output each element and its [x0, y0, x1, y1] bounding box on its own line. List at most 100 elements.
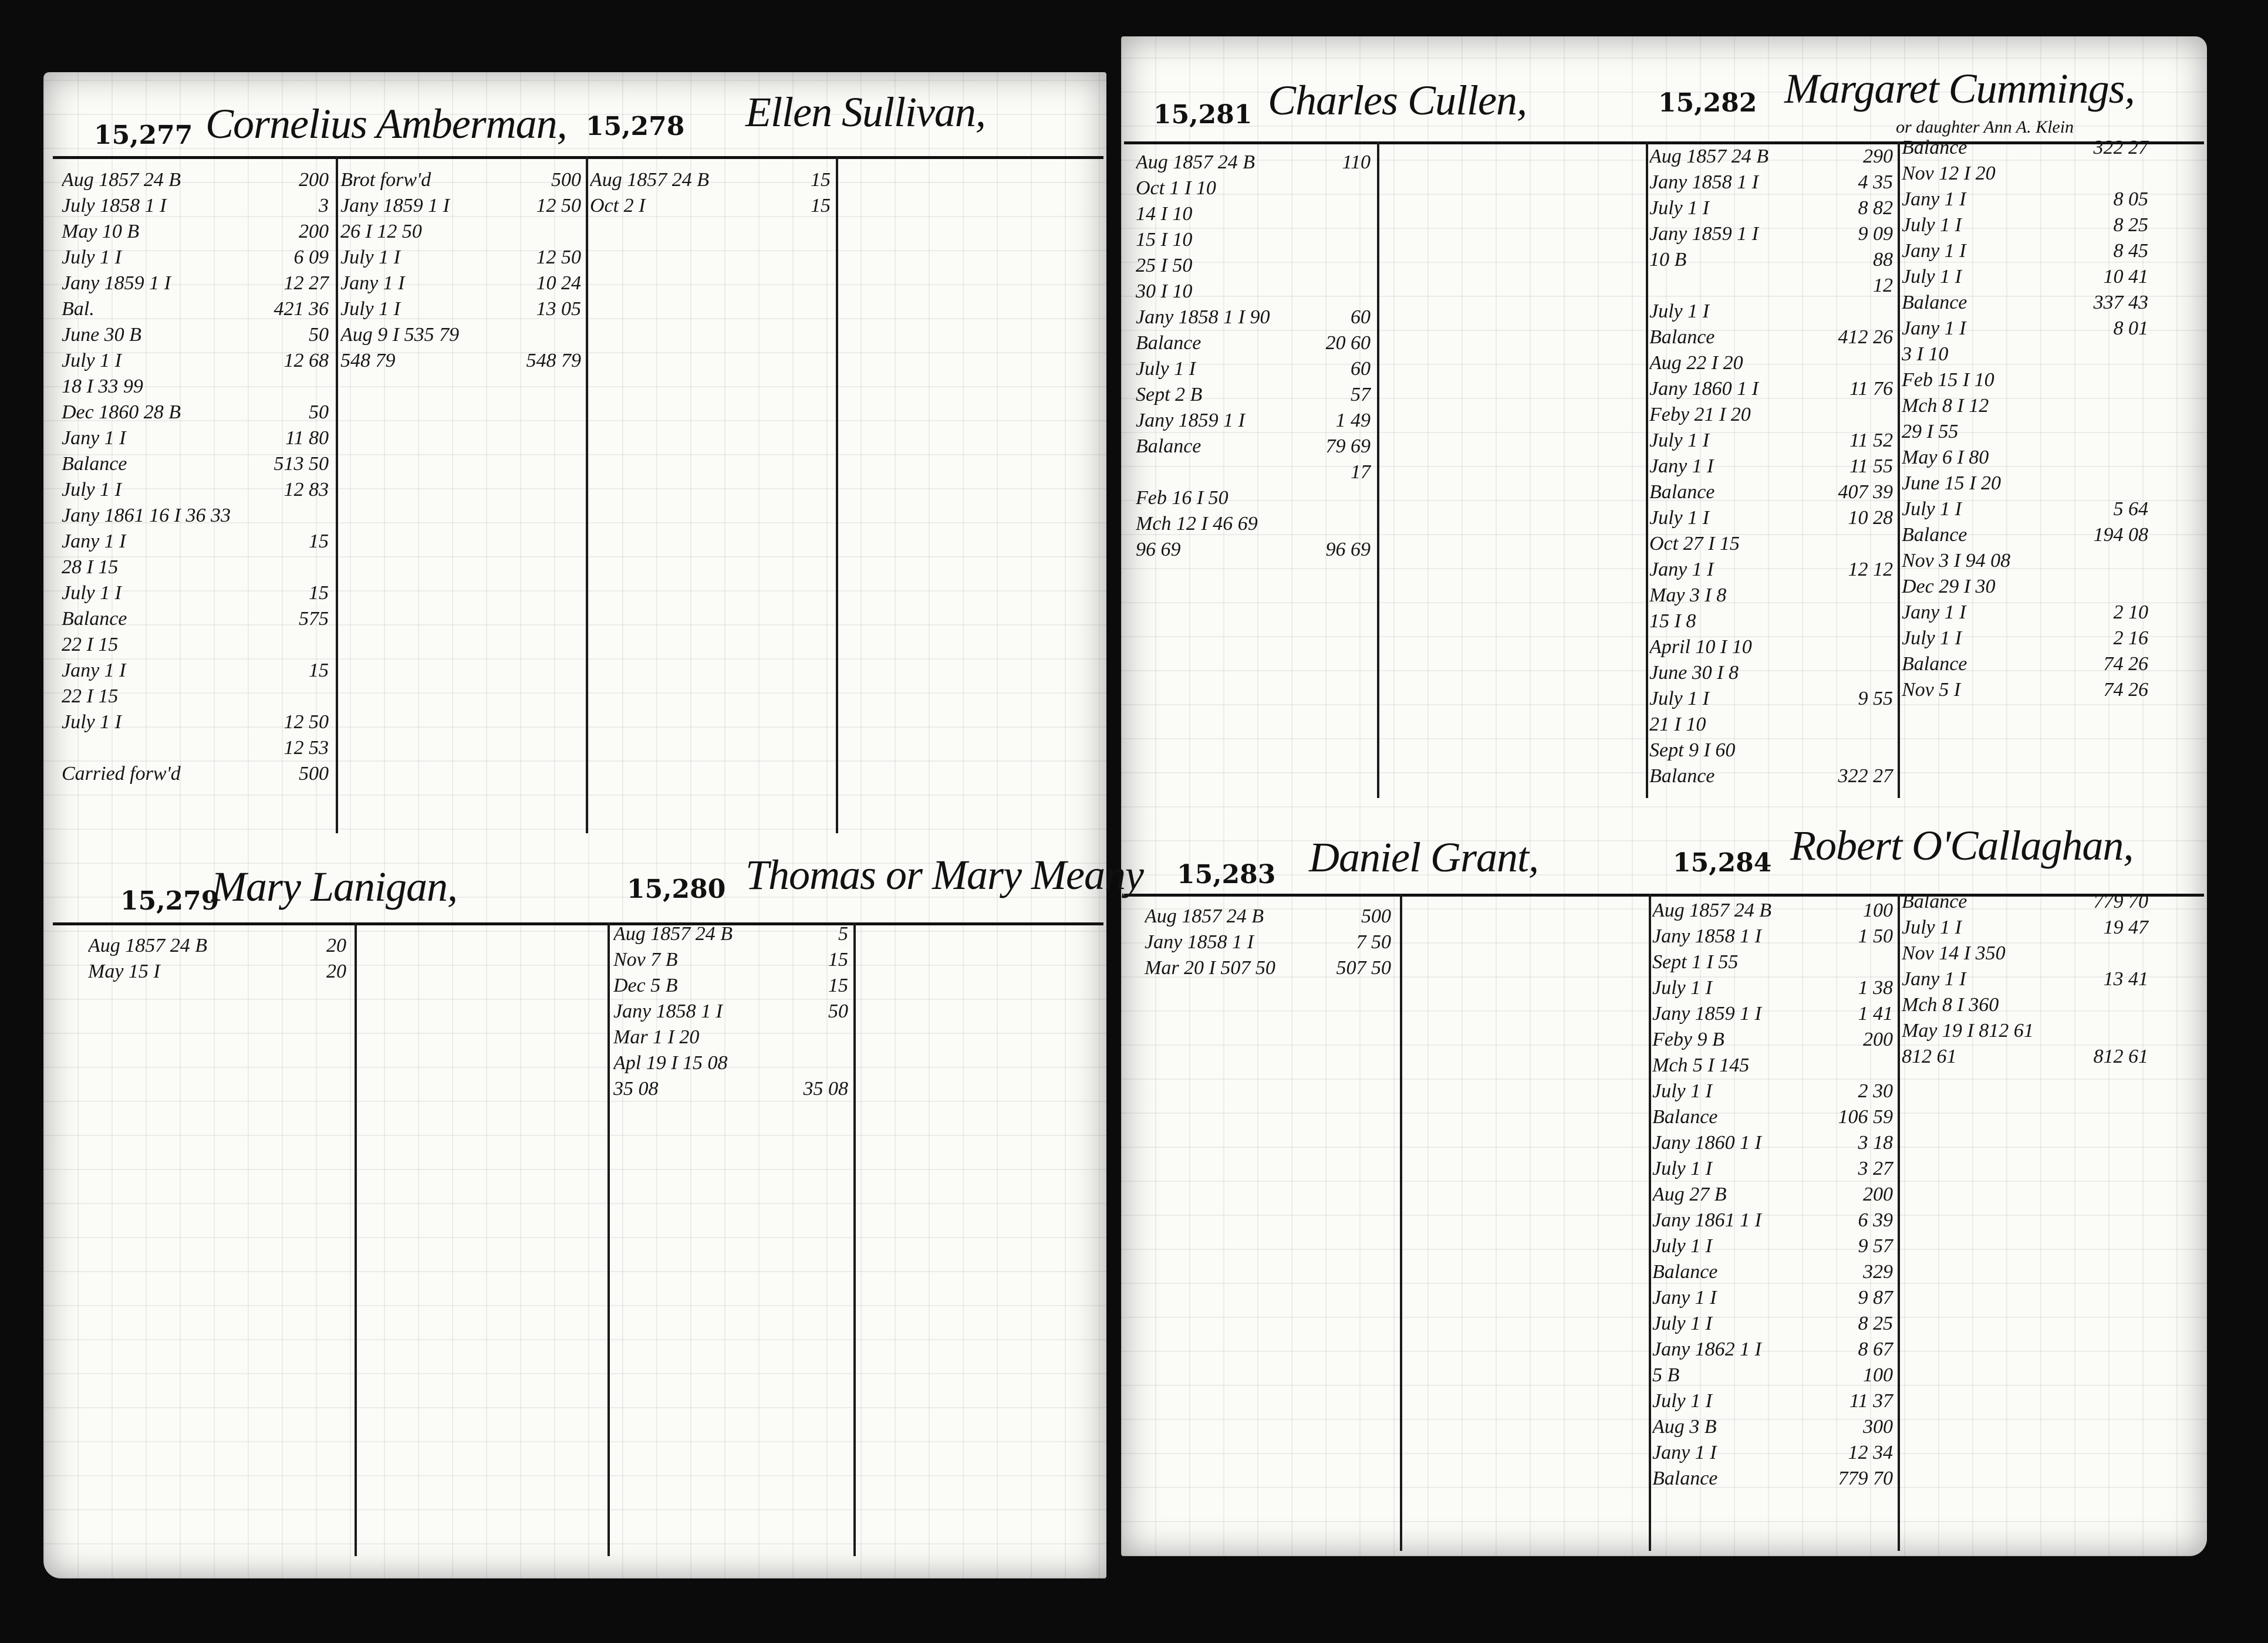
- account-name: Margaret Cummings,: [1784, 65, 2135, 112]
- entry-amount: 3 18: [1858, 1132, 1894, 1154]
- ledger-entry: Jany 1 I 11 55: [1649, 454, 1893, 479]
- ledger-entry: July 1 I 2 16: [1902, 626, 2148, 651]
- ledger-entry: 29 I 55: [1902, 419, 2148, 445]
- entry-description: Jany 1 I: [340, 272, 405, 294]
- entry-description: Jany 1858 1 I 90: [1136, 306, 1270, 328]
- ledger-entry: Mch 8 I 12: [1902, 393, 2148, 419]
- ledger-entry: Aug 9 I 535 79: [340, 322, 581, 348]
- ledger-entry: Jany 1 I 12 12: [1649, 557, 1893, 583]
- entry-amount: 10 28: [1848, 507, 1894, 529]
- ledger-entry: Jany 1859 1 I 12 27: [62, 271, 329, 296]
- ledger-entry: Mar 20 I 507 50 507 50: [1145, 955, 1391, 981]
- entry-amount: [264, 503, 329, 529]
- account-name: Daniel Grant,: [1309, 834, 1539, 881]
- entry-amount: 106 59: [1838, 1106, 1894, 1128]
- ledger-entry: Nov 12 I 20: [1902, 161, 2148, 187]
- entry-description: 5 B: [1652, 1364, 1680, 1386]
- entry-amount: [1828, 1053, 1893, 1079]
- entry-description: Feby 9 B: [1652, 1029, 1724, 1050]
- column-rule: [853, 922, 856, 1556]
- entry-description: [1649, 273, 1828, 299]
- entry-description: Mch 8 I 12: [1902, 395, 1989, 417]
- account-name: Robert O'Callaghan,: [1790, 822, 2134, 869]
- entry-description: Jany 1 I: [1652, 1442, 1717, 1463]
- entry-amount: 12 53: [284, 737, 329, 759]
- entry-amount: [1306, 201, 1371, 227]
- entry-amount: [1828, 299, 1893, 324]
- entry-amount: [1306, 511, 1371, 537]
- account-number: 15,280: [627, 874, 726, 904]
- entry-description: 14 I 10: [1136, 203, 1193, 225]
- account-name: Thomas or Mary Meany: [745, 851, 1144, 898]
- entry-amount: 11 37: [1850, 1390, 1893, 1412]
- entry-description: 22 I 15: [62, 634, 119, 655]
- ledger-entry: July 1 I 1 38: [1652, 975, 1893, 1001]
- entry-description: Aug 3 B: [1652, 1416, 1717, 1438]
- entry-amount: 20 60: [1325, 332, 1371, 354]
- entry-description: Balance: [1652, 1106, 1718, 1128]
- entry-description: Carried forw'd: [62, 763, 181, 785]
- entry-amount: 15: [811, 169, 831, 191]
- entry-description: Dec 29 I 30: [1902, 576, 1996, 597]
- entry-amount: [1828, 531, 1893, 557]
- entry-amount: 779 70: [1838, 1468, 1894, 1489]
- entry-amount: 2 30: [1858, 1080, 1894, 1102]
- ledger-entry: Aug 1857 24 B 290: [1649, 144, 1893, 170]
- entry-amount: [2084, 1018, 2148, 1044]
- ledger-entry: Balance 322 27: [1902, 135, 2148, 161]
- entry-description: 22 I 15: [62, 685, 119, 707]
- entry-description: Jany 1 I: [1902, 188, 1966, 210]
- entry-amount: 13 41: [2103, 968, 2149, 990]
- ledger-entry: Oct 1 I 10: [1136, 175, 1371, 201]
- account-credit-column: Brot forw'd 500 Jany 1859 1 I 12 50 26 I 12 …: [340, 167, 581, 374]
- entry-description: Aug 1857 24 B: [1145, 905, 1264, 927]
- entry-amount: 12: [1873, 275, 1893, 296]
- ledger-entry: 12: [1649, 273, 1893, 299]
- ledger-entry: Balance 322 27: [1649, 763, 1893, 789]
- entry-amount: 3 27: [1858, 1158, 1894, 1179]
- entry-amount: 11 52: [1850, 430, 1893, 451]
- ledger-entry: Jany 1858 1 I 7 50: [1145, 929, 1391, 955]
- entry-amount: 513 50: [274, 453, 329, 475]
- entry-description: July 1 I: [1652, 1390, 1712, 1412]
- account-debit-column: Aug 1857 24 B 100 Jany 1858 1 I 1 50 Sept 1 …: [1652, 898, 1893, 1492]
- ledger-entry: April 10 I 10: [1649, 634, 1893, 660]
- column-rule: [586, 156, 588, 833]
- entry-amount: 1 49: [1335, 410, 1371, 431]
- entry-amount: 200: [1863, 1029, 1893, 1050]
- ledger-entry: 3 I 10: [1902, 342, 2148, 367]
- column-rule: [1649, 894, 1651, 1551]
- ledger-entry: Sept 9 I 60: [1649, 738, 1893, 763]
- ledger-entry: Sept 1 I 55: [1652, 949, 1893, 975]
- entry-description: Aug 1857 24 B: [1649, 146, 1769, 167]
- ledger-entry: 15 I 10: [1136, 227, 1371, 253]
- ledger-entry: July 1 I 8 25: [1902, 212, 2148, 238]
- account-debit-column: Aug 1857 24 B 200 July 1858 1 I 3 May 10 B 20…: [62, 167, 329, 787]
- entry-description: Jany 1 I: [62, 660, 126, 681]
- entry-description: Aug 1857 24 B: [613, 923, 733, 945]
- entry-amount: 20: [326, 961, 346, 982]
- ledger-entry: Nov 7 B 15: [613, 947, 848, 973]
- entry-amount: 19 47: [2103, 917, 2149, 938]
- entry-amount: 50: [309, 401, 329, 423]
- entry-amount: [1306, 175, 1371, 201]
- ledger-entry: Jany 1 I 2 10: [1902, 600, 2148, 626]
- entry-amount: 5 64: [2113, 498, 2149, 520]
- ledger-entry: Balance 779 70: [1902, 889, 2148, 915]
- ledger-entry: Nov 14 I 350: [1902, 941, 2148, 966]
- ledger-entry: Bal. 421 36: [62, 296, 329, 322]
- entry-amount: 8 25: [1858, 1313, 1894, 1334]
- ledger-entry: Jany 1858 1 I 4 35: [1649, 170, 1893, 195]
- entry-description: Jany 1858 1 I: [1145, 931, 1254, 953]
- entry-amount: 88: [1873, 249, 1893, 271]
- entry-amount: 15: [828, 975, 848, 996]
- entry-description: May 6 I 80: [1902, 447, 1989, 468]
- ledger-entry: Jany 1859 1 I 9 09: [1649, 221, 1893, 247]
- header-rule: [1124, 894, 2204, 897]
- entry-description: 25 I 50: [1136, 255, 1193, 276]
- column-rule: [355, 922, 357, 1556]
- ledger-entry: Feby 21 I 20: [1649, 402, 1893, 428]
- entry-description: July 1 I: [1652, 1235, 1712, 1257]
- ledger-entry: Balance 329: [1652, 1259, 1893, 1285]
